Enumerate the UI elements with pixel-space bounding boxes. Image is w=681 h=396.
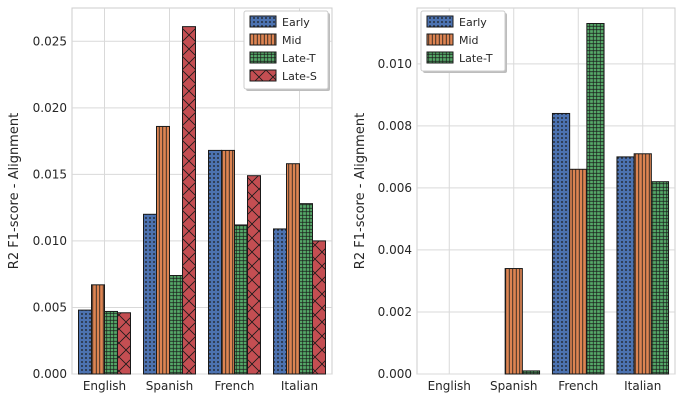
y-tick-label: 0.006: [378, 181, 412, 195]
x-tick-label: Spanish: [490, 379, 537, 393]
bar-late-s-english: [117, 312, 131, 375]
legend: Early Mid Late-T: [420, 10, 507, 73]
y-axis-title: R2 F1-score - Alignment: [353, 113, 368, 269]
legend-label: Early: [459, 16, 487, 29]
legend-swatch-early: [249, 15, 277, 28]
y-tick-label: 0.000: [33, 367, 67, 381]
x-tick-label: Italian: [281, 379, 318, 393]
bar-early-english: [78, 309, 92, 375]
y-tick-label: 0.025: [33, 34, 67, 48]
bar-late-t-italian: [650, 181, 670, 375]
y-tick-label: 0.015: [33, 167, 67, 181]
bar-early-french: [208, 149, 222, 375]
legend-label: Late-T: [282, 52, 316, 65]
bar-mid-italian: [286, 163, 300, 375]
x-tick-label: French: [215, 379, 255, 393]
bar-late-s-french: [247, 175, 261, 375]
bar-mid-italian: [633, 153, 652, 375]
legend-swatch-late-t: [426, 51, 454, 64]
x-tick-label: English: [428, 379, 471, 393]
y-tick-label: 0.010: [378, 57, 412, 71]
y-tick-label: 0.020: [33, 101, 67, 115]
bars: [504, 23, 670, 375]
bar-early-french: [551, 112, 571, 375]
legend-label: Late-T: [459, 52, 493, 65]
right-bar-chart: 0.000 0.002 0.004 0.006 0.008 0.010 English Sp…: [353, 7, 676, 393]
bar-mid-spanish: [504, 268, 523, 375]
y-tick-label: 0.004: [378, 243, 412, 257]
bar-mid-french: [221, 149, 235, 375]
bar-late-t-french: [234, 224, 248, 375]
bar-late-t-spanish: [169, 275, 183, 375]
bar-early-italian: [273, 228, 287, 375]
legend-label: Mid: [459, 34, 479, 47]
legend: Early Mid Late-T Late-S: [243, 10, 330, 91]
x-tick-label: Italian: [624, 379, 661, 393]
x-tick-label: French: [558, 379, 598, 393]
y-tick-labels: 0.000 0.002 0.004 0.006 0.008 0.010: [378, 57, 412, 381]
x-tick-labels: English Spanish French Italian: [428, 379, 662, 393]
x-tick-label: Spanish: [146, 379, 193, 393]
bar-late-t-italian: [299, 203, 313, 375]
bar-late-t-french: [586, 23, 605, 375]
y-tick-label: 0.005: [33, 300, 67, 314]
y-tick-label: 0.000: [378, 367, 412, 381]
y-tick-label: 0.010: [33, 234, 67, 248]
legend-swatch-mid: [249, 33, 277, 46]
bar-mid-french: [569, 168, 588, 375]
bar-late-t-spanish: [521, 370, 541, 375]
bar-early-italian: [616, 156, 635, 375]
bar-early-spanish: [143, 213, 157, 375]
bars: [78, 26, 326, 375]
legend-swatch-late-t: [249, 51, 277, 64]
legend-swatch-late-s: [249, 69, 277, 82]
legend-label: Late-S: [282, 70, 317, 83]
y-axis-title: R2 F1-score - Alignment: [7, 113, 22, 269]
bar-late-s-spanish: [182, 26, 196, 375]
legend-label: Mid: [282, 34, 302, 47]
y-tick-labels: 0.000 0.005 0.010 0.015 0.020 0.025: [33, 34, 67, 381]
bar-mid-spanish: [156, 125, 170, 375]
x-tick-label: English: [83, 379, 126, 393]
bar-late-s-italian: [312, 240, 326, 375]
bar-mid-english: [91, 284, 105, 375]
legend-label: Early: [282, 16, 310, 29]
y-tick-label: 0.008: [378, 119, 412, 133]
legend-swatch-mid: [426, 33, 454, 46]
x-tick-labels: English Spanish French Italian: [83, 379, 318, 393]
left-bar-chart: 0.000 0.005 0.010 0.015 0.020 0.025 English Sp…: [7, 7, 333, 393]
legend-swatch-early: [426, 15, 454, 28]
bar-late-t-english: [104, 310, 118, 375]
y-tick-label: 0.002: [378, 305, 412, 319]
